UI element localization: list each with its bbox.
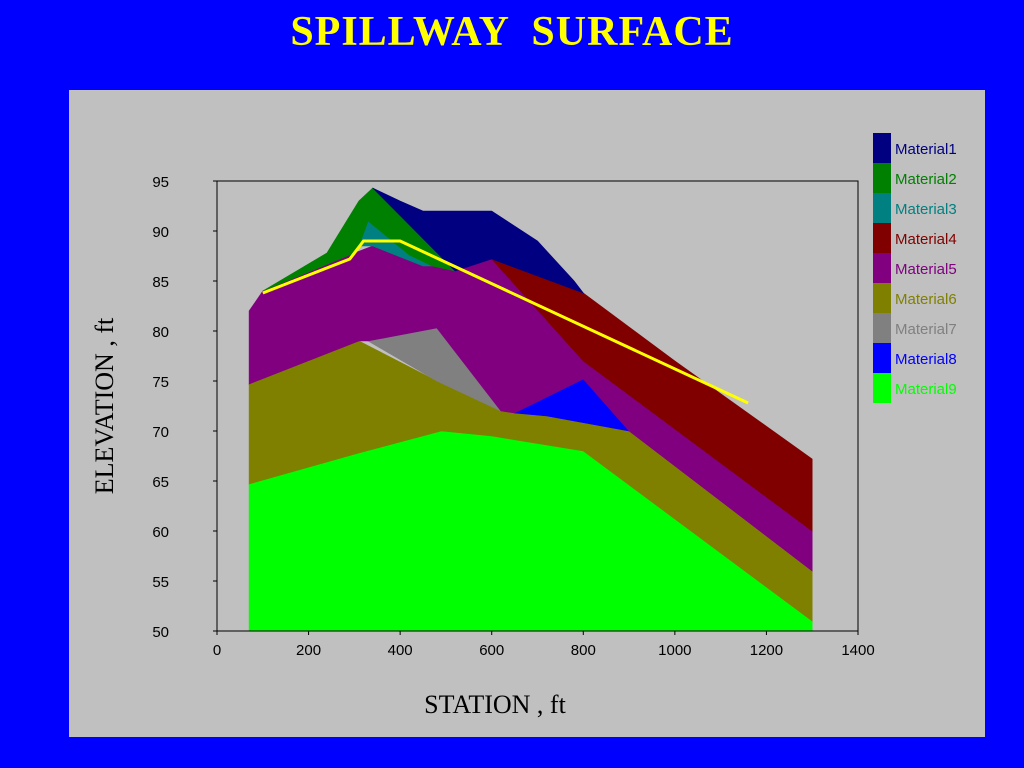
legend-swatch-material9	[873, 373, 891, 403]
legend-label-material6: Material6	[895, 291, 957, 308]
slide-title: SPILLWAY SURFACE	[290, 9, 734, 55]
legend-label-material9: Material9	[895, 381, 957, 398]
x-tick-label: 1200	[750, 642, 783, 659]
x-tick-label: 1400	[841, 642, 874, 659]
y-tick-label: 95	[152, 174, 169, 191]
y-tick-label: 75	[152, 374, 169, 391]
y-tick-label: 85	[152, 274, 169, 291]
legend-swatch-material6	[873, 283, 891, 313]
legend-label-material8: Material8	[895, 351, 957, 368]
x-tick-label: 600	[479, 642, 504, 659]
legend-swatch-material1	[873, 133, 891, 163]
y-axis-title: ELEVATION , ft	[90, 317, 119, 494]
chart-panel: 0 200 400 600 800 1000 1200 1400 50 55 60 65 70 75 80 8…	[69, 90, 985, 737]
legend-label-material2: Material2	[895, 171, 957, 188]
spillway-chart: 0 200 400 600 800 1000 1200 1400 50 55 60 65 70 75 80 8…	[90, 133, 957, 719]
x-tick-label: 800	[571, 642, 596, 659]
y-tick-label: 65	[152, 474, 169, 491]
x-tick-label: 1000	[658, 642, 691, 659]
legend-label-material7: Material7	[895, 321, 957, 338]
legend-swatch-material5	[873, 253, 891, 283]
legend-swatch-material8	[873, 343, 891, 373]
y-tick-label: 90	[152, 224, 169, 241]
legend-swatch-material7	[873, 313, 891, 343]
plot-frame	[216, 180, 859, 632]
legend-label-material3: Material3	[895, 201, 957, 218]
legend-label-material4: Material4	[895, 231, 957, 248]
y-tick-label: 55	[152, 574, 169, 591]
legend-label-material1: Material1	[895, 141, 957, 158]
legend-swatch-material4	[873, 223, 891, 253]
y-tick-label: 80	[152, 324, 169, 341]
x-tick-label: 200	[296, 642, 321, 659]
x-tick-label: 0	[213, 642, 221, 659]
legend-swatch-material3	[873, 193, 891, 223]
y-tick-label: 60	[152, 524, 169, 541]
spillway-surface-line	[262, 239, 749, 405]
legend-swatch-material2	[873, 163, 891, 193]
y-tick-label: 70	[152, 424, 169, 441]
x-axis-title: STATION , ft	[424, 690, 566, 719]
y-tick-label: 50	[152, 624, 169, 641]
region-material1	[372, 187, 585, 294]
x-tick-label: 400	[388, 642, 413, 659]
legend-label-material5: Material5	[895, 261, 957, 278]
